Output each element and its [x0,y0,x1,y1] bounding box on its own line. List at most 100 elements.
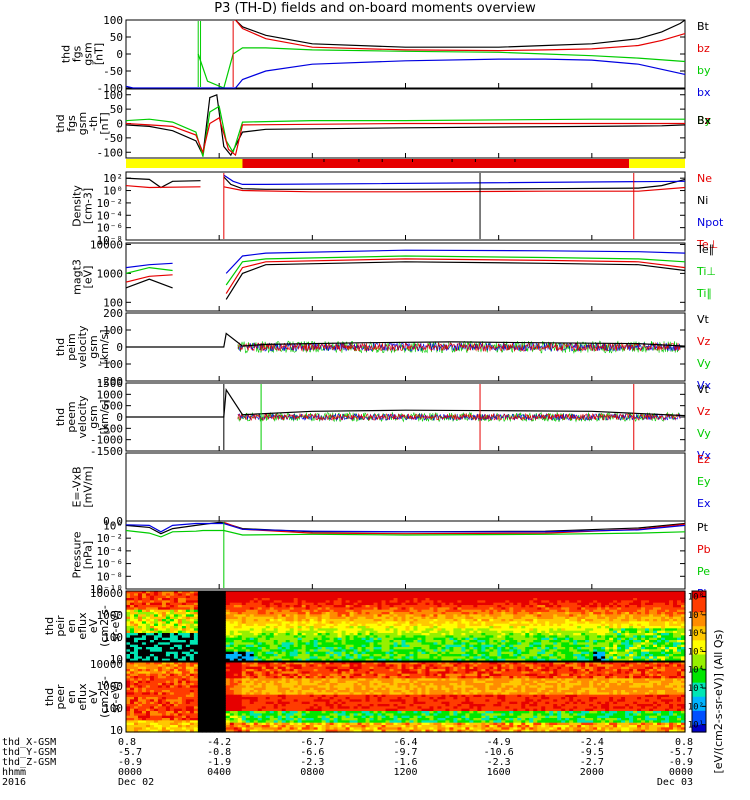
spectrogram-cell [529,595,534,599]
spectrogram-cell [401,621,407,625]
spectrogram-cell [289,598,295,601]
spectrogram-cell [153,647,159,650]
spectrogram-cell [441,651,447,655]
spectrogram-cell [185,678,191,682]
spectrogram-cell [497,630,502,634]
spectrogram-cell [637,630,642,634]
spectrogram-cell [625,654,630,657]
spectrogram-cell [601,635,606,639]
spectrogram-cell [289,640,295,643]
spectrogram-cell [581,658,586,662]
spectrogram-cell [513,640,518,643]
spectrogram-cell [289,633,295,636]
spectrogram-cell [249,600,255,604]
spectrogram-cell [429,656,435,660]
spectrogram-cell [345,630,351,634]
spectrogram-cell [141,666,147,670]
spectrogram-cell [661,607,666,611]
spectrogram-cell [169,635,175,639]
spectrogram-cell [185,649,191,653]
spectrogram-cell [145,607,151,611]
spectrogram-cell [621,658,626,662]
spectrogram-cell [181,612,187,615]
spectrogram-cell [301,605,307,608]
spectrogram-cell [493,649,498,653]
spectrogram-cell [269,640,275,643]
spectrogram-cell [625,598,630,601]
spectrogram-cell [173,654,179,657]
spectrogram-cell [677,619,682,622]
spectrogram-cell [661,600,666,604]
spectrogram-cell [529,616,534,620]
spectrogram-cell [137,593,143,597]
legend-Pt: Pt [697,521,709,534]
spectrogram-cell [149,658,155,662]
spectrogram-cell [349,609,355,613]
spectrogram-cell [461,605,466,608]
spectrogram-cell [517,591,522,594]
spectrogram-cell [661,593,666,597]
spectrogram-cell [597,642,602,646]
spectrogram-cell [381,654,387,657]
spectrogram-cell [305,591,311,594]
spectrogram-cell [309,633,315,636]
spectrogram-cell [385,633,391,636]
spectrogram-cell [325,609,331,613]
spectrogram-cell [189,607,195,611]
spectrogram-cell [521,644,526,648]
spectrogram-cell [381,621,387,625]
spectrogram-cell [541,609,546,613]
spectrogram-cell [497,616,502,620]
spectrogram-cell [417,651,423,655]
spectrogram-cell [457,612,462,615]
y-tick-label: -500 [97,422,124,435]
spectrogram-cell [261,658,267,662]
spectrogram-cell [573,619,578,622]
spectrogram-cell [157,673,163,677]
spectrogram-cell [657,605,662,608]
spectrogram-cell [149,654,155,657]
spectrogram-cell [501,614,506,618]
spectrogram-cell [153,678,159,682]
spectrogram-cell [441,656,447,660]
spectrogram-cell [205,658,211,662]
spectrogram-cell [353,647,359,650]
spectrogram-cell [377,637,383,641]
spectrogram-cell [273,609,279,613]
spectrogram-cell [329,644,335,648]
spectrogram-cell [389,621,395,625]
spectrogram-cell [469,598,474,601]
spectrogram-cell [557,649,562,653]
spectrogram-cell [189,640,195,643]
spectrogram-cell [545,635,550,639]
spectrogram-cell [589,642,594,646]
spectrogram-cell [173,642,179,646]
spectrogram-cell [613,656,618,660]
spectrogram-cell [133,708,139,712]
spectrogram-cell [185,680,191,684]
spectrogram-cell [129,715,135,719]
spectrogram-cell [341,656,347,660]
spectrogram-cell [341,619,347,622]
spectrogram-cell [605,654,610,657]
spectrogram-cell [425,647,431,650]
spectrogram-cell [205,591,211,594]
spectrogram-cell [221,630,227,634]
spectrogram-cell [365,633,371,636]
spectrogram-cell [353,612,359,615]
spectrogram-cell [361,623,367,627]
spectrogram-cell [589,595,594,599]
spectrogram-cell [369,595,375,599]
spectrogram-cell [429,616,435,620]
spectrogram-cell [537,640,542,643]
spectrogram-cell [161,658,167,662]
spectrogram-cell [497,658,502,662]
spectrogram-cell [169,605,175,608]
spectrogram-cell [549,626,554,629]
spectrogram-cell [353,626,359,629]
spectrogram-cell [597,647,602,650]
y-tick-label: 10 [110,724,123,737]
spectrogram-cell [521,600,526,604]
spectrogram-cell [137,598,143,601]
spectrogram-cell [429,619,435,622]
